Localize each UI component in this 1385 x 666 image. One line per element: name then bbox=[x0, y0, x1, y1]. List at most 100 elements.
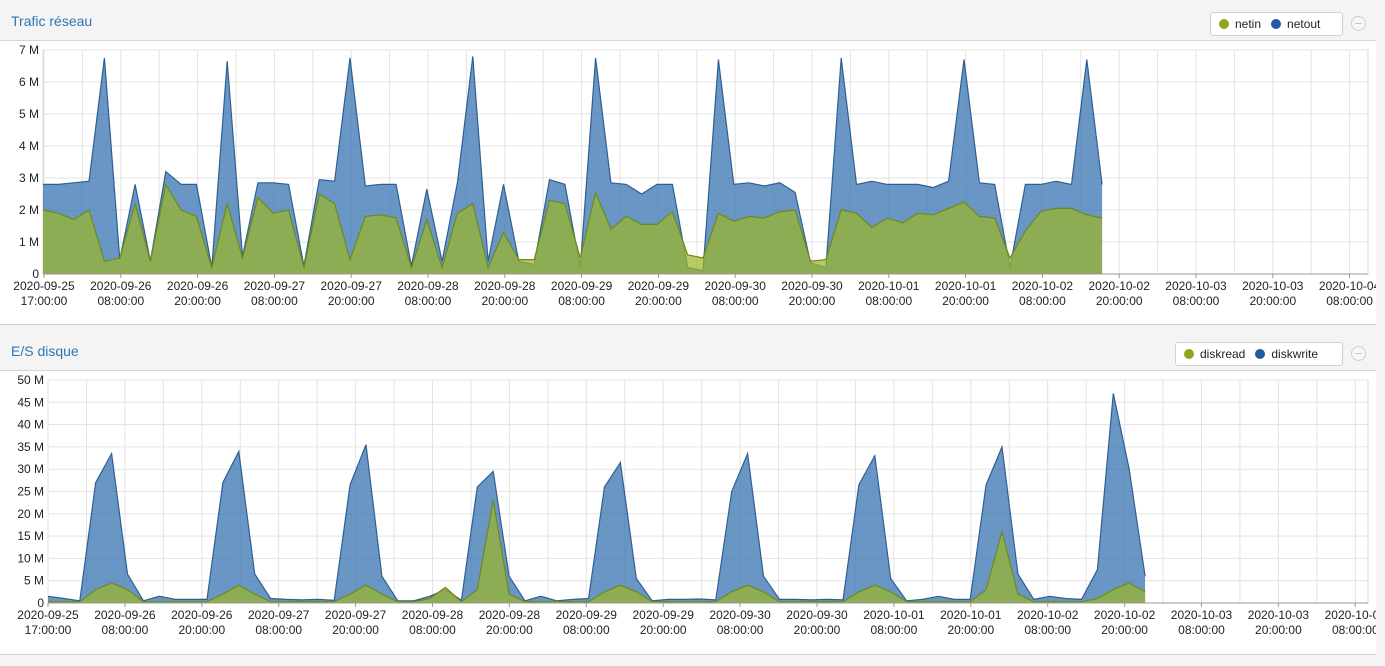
x-tick-label: 08:00:00 bbox=[558, 294, 605, 308]
x-tick-label: 08:00:00 bbox=[1332, 623, 1376, 637]
y-tick-label: 15 M bbox=[17, 529, 44, 543]
x-tick-label: 2020-10-01 bbox=[940, 608, 1002, 622]
y-tick-label: 3 M bbox=[19, 171, 39, 185]
y-tick-label: 0 bbox=[32, 267, 39, 281]
x-tick-label: 20:00:00 bbox=[640, 623, 687, 637]
x-tick-label: 2020-09-28 bbox=[474, 279, 536, 293]
y-tick-label: 0 bbox=[37, 596, 44, 610]
legend-label: netin bbox=[1235, 17, 1262, 31]
disk-io-panel: E/S disque diskread diskwrite 0 5 M 10 M 15… bbox=[0, 334, 1376, 655]
panel-header: Trafic réseau netin netout bbox=[0, 4, 1376, 41]
x-tick-label: 2020-09-26 bbox=[94, 608, 156, 622]
legend-dot-icon bbox=[1184, 349, 1194, 359]
x-tick-label: 08:00:00 bbox=[255, 623, 302, 637]
x-tick-label: 2020-09-30 bbox=[786, 608, 848, 622]
network-traffic-chart: 0 1 M 2 M 3 M 4 M 5 M 6 M 7 M 2020-09-2517:00:00… bbox=[13, 43, 1376, 308]
x-tick-label: 20:00:00 bbox=[328, 294, 375, 308]
x-tick-label: 2020-09-27 bbox=[248, 608, 310, 622]
x-tick-label: 17:00:00 bbox=[21, 294, 68, 308]
x-tick-label: 2020-09-26 bbox=[90, 279, 152, 293]
y-tick-label: 2 M bbox=[19, 203, 39, 217]
x-tick-label: 2020-09-25 bbox=[17, 608, 79, 622]
x-tick-label: 20:00:00 bbox=[947, 623, 994, 637]
series-line-netin bbox=[42, 182, 1103, 270]
x-tick-label: 2020-10-02 bbox=[1012, 279, 1074, 293]
series-line-netout bbox=[43, 56, 1103, 272]
x-tick-label: 20:00:00 bbox=[1249, 294, 1296, 308]
x-tick-label: 20:00:00 bbox=[789, 294, 836, 308]
x-tick-label: 2020-09-30 bbox=[705, 279, 767, 293]
x-tick-label: 2020-09-28 bbox=[402, 608, 464, 622]
x-tick-label: 2020-09-29 bbox=[633, 608, 695, 622]
x-tick-label: 08:00:00 bbox=[712, 294, 759, 308]
x-tick-label: 20:00:00 bbox=[1101, 623, 1148, 637]
x-tick-label: 2020-09-28 bbox=[397, 279, 459, 293]
legend-label: diskwrite bbox=[1271, 347, 1319, 361]
x-tick-label: 08:00:00 bbox=[1024, 623, 1071, 637]
x-tick-label: 08:00:00 bbox=[865, 294, 912, 308]
legend-label: diskread bbox=[1200, 347, 1246, 361]
y-tick-label: 5 M bbox=[19, 107, 39, 121]
y-tick-label: 45 M bbox=[17, 395, 44, 409]
y-tick-label: 4 M bbox=[19, 139, 39, 153]
panel-header: E/S disque diskread diskwrite bbox=[0, 334, 1376, 371]
x-tick-label: 2020-10-03 bbox=[1242, 279, 1304, 293]
x-tick-label: 20:00:00 bbox=[1096, 294, 1143, 308]
x-tick-label: 08:00:00 bbox=[405, 294, 452, 308]
x-tick-label: 2020-09-27 bbox=[321, 279, 383, 293]
x-tick-label: 2020-10-01 bbox=[858, 279, 920, 293]
x-tick-label: 08:00:00 bbox=[1178, 623, 1225, 637]
x-tick-label: 08:00:00 bbox=[717, 623, 764, 637]
y-tick-label: 7 M bbox=[19, 43, 39, 57]
x-tick-label: 20:00:00 bbox=[178, 623, 225, 637]
series-area-diskwrite bbox=[48, 393, 1146, 603]
x-tick-label: 08:00:00 bbox=[251, 294, 298, 308]
x-tick-label: 17:00:00 bbox=[25, 623, 72, 637]
x-tick-label: 20:00:00 bbox=[794, 623, 841, 637]
x-tick-label: 08:00:00 bbox=[871, 623, 918, 637]
series-line-diskread bbox=[48, 500, 1146, 603]
x-tick-label: 2020-10-02 bbox=[1017, 608, 1079, 622]
panel-title: Trafic réseau bbox=[11, 13, 93, 29]
disk-io-chart: 0 5 M 10 M 15 M 20 M 25 M 30 M 35 M 40 M 45 M 50 M… bbox=[17, 373, 1376, 637]
x-tick-label: 2020-09-28 bbox=[479, 608, 541, 622]
x-tick-label: 20:00:00 bbox=[1255, 623, 1302, 637]
x-tick-label: 20:00:00 bbox=[486, 623, 533, 637]
y-tick-label: 1 M bbox=[19, 235, 39, 249]
y-tick-label: 25 M bbox=[17, 485, 44, 499]
x-tick-label: 2020-09-27 bbox=[244, 279, 306, 293]
legend-dot-icon bbox=[1271, 19, 1282, 29]
panel-title: E/S disque bbox=[11, 343, 79, 359]
legend-dot-icon bbox=[1219, 19, 1229, 29]
legend-item-netin[interactable]: netin bbox=[1219, 17, 1261, 31]
x-tick-label: 2020-10-03 bbox=[1248, 608, 1310, 622]
x-tick-label: 08:00:00 bbox=[409, 623, 456, 637]
y-tick-label: 6 M bbox=[19, 75, 39, 89]
legend-item-netout[interactable]: netout bbox=[1271, 17, 1320, 31]
x-tick-label: 2020-09-27 bbox=[325, 608, 387, 622]
x-tick-label: 2020-10-04 bbox=[1319, 279, 1376, 293]
x-tick-label: 2020-10-03 bbox=[1171, 608, 1233, 622]
legend-item-diskread[interactable]: diskread bbox=[1184, 347, 1245, 361]
x-tick-label: 2020-09-29 bbox=[556, 608, 618, 622]
series-area-netout bbox=[43, 56, 1103, 275]
collapse-icon[interactable] bbox=[1351, 346, 1366, 361]
y-tick-label: 40 M bbox=[17, 418, 44, 432]
y-tick-label: 20 M bbox=[17, 507, 44, 521]
x-tick-label: 20:00:00 bbox=[635, 294, 682, 308]
series-line-diskwrite bbox=[47, 393, 1146, 602]
network-traffic-panel: Trafic réseau netin netout 0 1 M 2 M 3 M 4 M… bbox=[0, 4, 1376, 325]
x-tick-label: 20:00:00 bbox=[332, 623, 379, 637]
x-tick-label: 08:00:00 bbox=[97, 294, 144, 308]
collapse-icon[interactable] bbox=[1351, 16, 1366, 31]
x-tick-label: 2020-10-01 bbox=[935, 279, 997, 293]
x-tick-label: 2020-09-26 bbox=[171, 608, 233, 622]
x-tick-label: 08:00:00 bbox=[102, 623, 149, 637]
x-tick-label: 2020-10-04 bbox=[1325, 608, 1376, 622]
x-tick-label: 08:00:00 bbox=[1019, 294, 1066, 308]
y-tick-label: 50 M bbox=[17, 373, 44, 387]
x-tick-label: 08:00:00 bbox=[563, 623, 610, 637]
x-tick-label: 2020-09-30 bbox=[709, 608, 771, 622]
legend-item-diskwrite[interactable]: diskwrite bbox=[1255, 347, 1318, 361]
x-tick-label: 08:00:00 bbox=[1173, 294, 1220, 308]
